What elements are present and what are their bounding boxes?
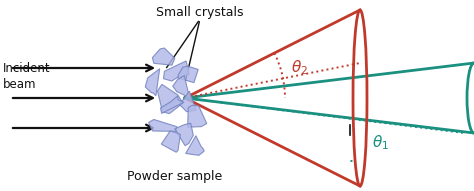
Polygon shape [175, 123, 193, 146]
Polygon shape [178, 66, 198, 83]
Polygon shape [152, 48, 175, 65]
Polygon shape [186, 136, 204, 155]
Polygon shape [145, 69, 160, 96]
Text: $\theta_2$: $\theta_2$ [292, 59, 309, 77]
Polygon shape [149, 119, 177, 131]
Polygon shape [180, 91, 196, 112]
Polygon shape [161, 131, 181, 152]
Polygon shape [157, 84, 183, 114]
Polygon shape [161, 96, 184, 113]
Polygon shape [173, 76, 190, 98]
Polygon shape [164, 61, 189, 81]
Text: Powder sample: Powder sample [128, 170, 223, 183]
Polygon shape [188, 105, 207, 127]
Text: Incident
beam: Incident beam [3, 62, 51, 91]
Text: $\theta_1$: $\theta_1$ [372, 134, 389, 152]
Text: Small crystals: Small crystals [156, 6, 244, 19]
